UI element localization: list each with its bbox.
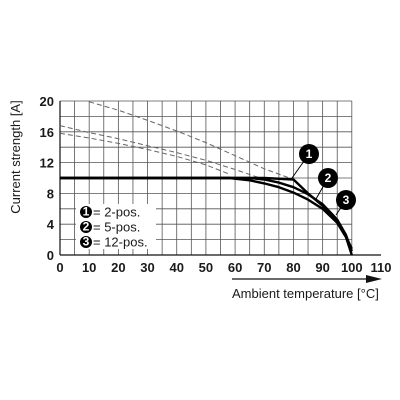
- dashed-extension-line: [89, 101, 294, 180]
- x-axis-title: Ambient temperature [°C]: [232, 286, 379, 301]
- legend-badge: [80, 221, 92, 233]
- x-tick-label: 70: [257, 260, 271, 275]
- series-number-badge: [336, 190, 356, 210]
- legend-badge: [80, 206, 92, 218]
- legend-badge-number: 2: [83, 220, 90, 234]
- legend-entry-label: = 5-pos.: [93, 220, 140, 235]
- x-tick-label: 110: [371, 260, 392, 275]
- series-number-label: 3: [343, 193, 350, 207]
- dashed-extensions: [59, 101, 294, 180]
- x-tick-label: 40: [169, 260, 183, 275]
- dashed-extension-line: [59, 125, 265, 180]
- legend-entry-label: = 12-pos.: [93, 235, 148, 250]
- series-markers: 123: [291, 144, 356, 216]
- y-tick-label: 4: [47, 217, 55, 232]
- legend-badge-number: 3: [83, 235, 90, 249]
- y-tick-label: 12: [40, 156, 54, 171]
- x-tick-label: 60: [228, 260, 242, 275]
- x-tick-label: 20: [111, 260, 125, 275]
- x-tick-label: 50: [199, 260, 213, 275]
- x-tick-label: 30: [140, 260, 154, 275]
- series-number-badge: [318, 168, 338, 188]
- dashed-extension-line: [59, 132, 230, 175]
- x-tick-label: 10: [82, 260, 96, 275]
- series-number-label: 1: [306, 147, 313, 161]
- x-tick-label: 90: [315, 260, 329, 275]
- x-tick-label: 100: [341, 260, 363, 275]
- series-line: [60, 176, 353, 250]
- y-tick-label: 8: [47, 186, 54, 201]
- y-axis-title: Current strength [A]: [8, 100, 23, 213]
- legend: 1 = 2-pos.2 = 5-pos.3 = 12-pos.: [76, 204, 156, 250]
- x-tick-label: 0: [56, 260, 63, 275]
- series-lines: [60, 176, 353, 256]
- y-tick-label: 0: [47, 248, 54, 263]
- y-tick-label: 20: [40, 94, 54, 109]
- x-tick-label: 80: [286, 260, 300, 275]
- series-number-badge: [299, 144, 319, 164]
- legend-entry-label: = 2-pos.: [93, 205, 140, 220]
- legend-badge: [80, 236, 92, 248]
- series-number-label: 2: [325, 171, 332, 185]
- y-tick-label: 16: [40, 125, 54, 140]
- x-axis-arrow-icon: [366, 275, 382, 283]
- legend-badge-number: 1: [83, 205, 90, 219]
